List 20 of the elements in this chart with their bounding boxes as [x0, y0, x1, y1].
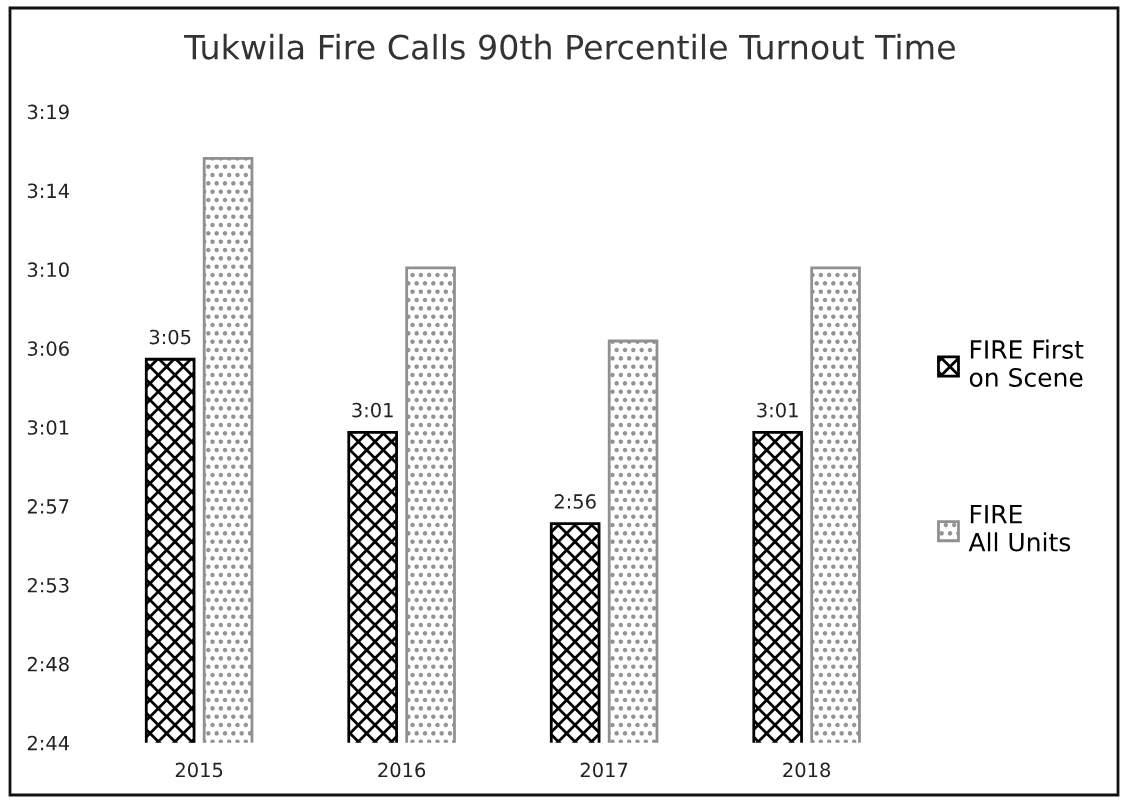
y-tick-label: 2:48 [27, 656, 69, 672]
data-label: 3:01 [352, 402, 393, 418]
y-tick-label: 3:19 [27, 104, 69, 120]
x-tick-label: 2015 [175, 762, 223, 778]
x-tick-label: 2018 [783, 762, 831, 778]
y-tick-label: 3:10 [27, 262, 69, 278]
y-tick-label: 2:44 [27, 735, 70, 751]
y-tick-label: 2:53 [27, 577, 69, 593]
data-label: 2:56 [554, 494, 596, 509]
y-tick-label: 3:06 [27, 341, 69, 356]
legend-label: FIRE First on Scene [969, 339, 1084, 387]
data-label: 3:05 [149, 329, 191, 345]
y-tick-label: 2:57 [27, 499, 69, 514]
chart-title: Tukwila Fire Calls 90th Percentile Turnout Time [184, 33, 955, 60]
x-tick-label: 2017 [580, 762, 628, 778]
y-tick-label: 3:14 [27, 183, 70, 199]
x-tick-label: 2016 [378, 762, 426, 778]
y-tick-label: 3:01 [27, 420, 69, 435]
data-label: 3:01 [757, 402, 798, 418]
legend-label: FIRE All Units [968, 505, 1071, 552]
